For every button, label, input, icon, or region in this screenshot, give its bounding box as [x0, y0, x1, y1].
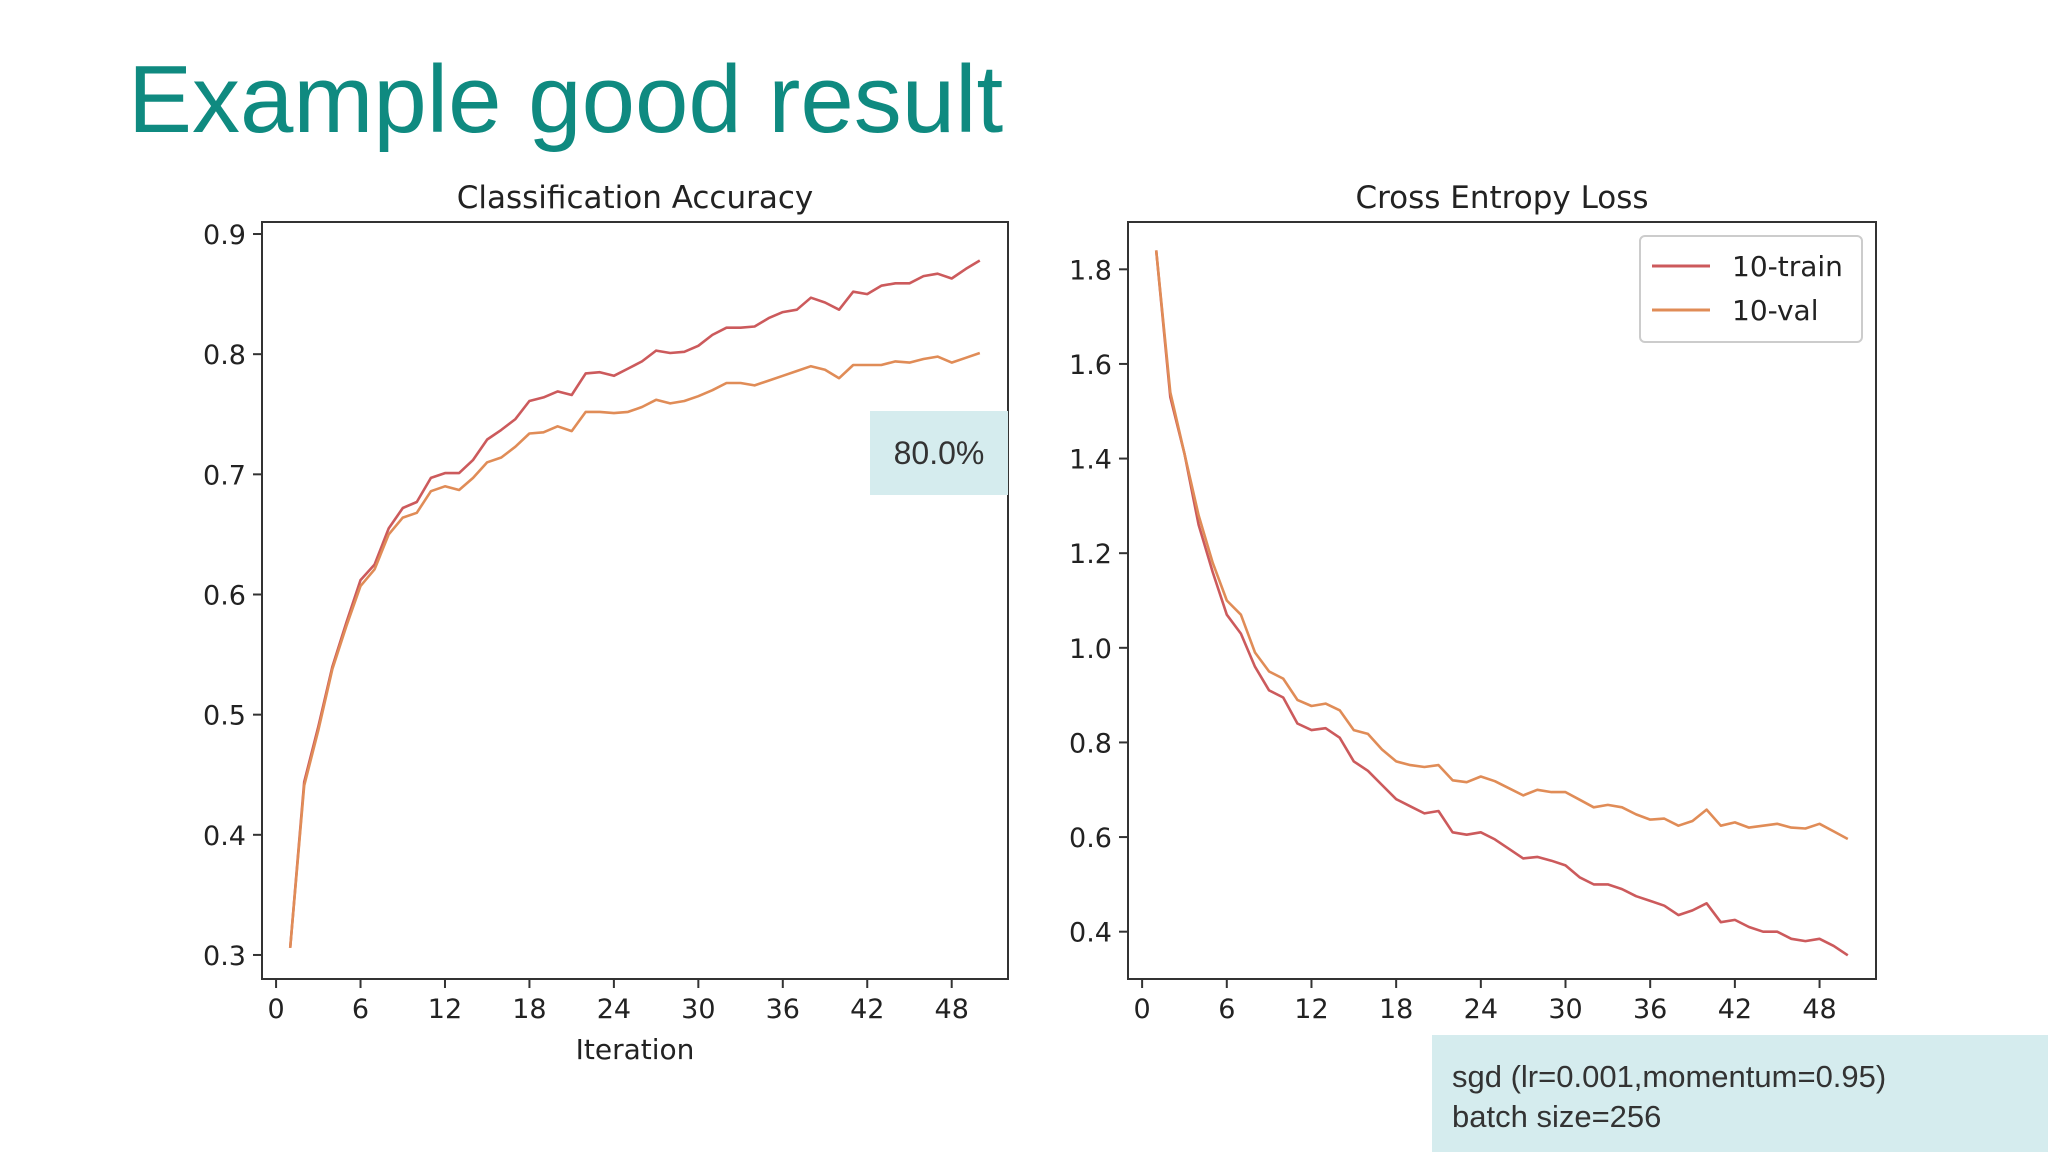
loss-y-tick-label: 0.8: [1069, 728, 1112, 759]
note-line-optimizer: sgd (lr=0.001,momentum=0.95): [1452, 1059, 1887, 1094]
loss-y-tick-label: 1.8: [1069, 255, 1112, 286]
hyperparams-note: sgd (lr=0.001,momentum=0.95) batch size=…: [1432, 1035, 2048, 1152]
accuracy-y-tick-label: 0.4: [203, 821, 246, 852]
accuracy-series-10-train: [288, 259, 981, 948]
accuracy-chart-title: Classification Accuracy: [457, 180, 814, 216]
loss-y-tick-label: 0.4: [1069, 918, 1112, 949]
loss-y-tick-label: 1.6: [1069, 350, 1112, 381]
legend-label-10-val: 10-val: [1732, 294, 1819, 327]
accuracy-x-tick-label: 12: [428, 994, 462, 1025]
loss-x-tick-label: 12: [1294, 994, 1328, 1025]
accuracy-x-axis-label: Iteration: [576, 1033, 695, 1066]
loss-x-tick-label: 24: [1464, 994, 1498, 1025]
accuracy-x-tick-label: 42: [850, 994, 884, 1025]
loss-y-tick-label: 1.0: [1069, 634, 1112, 665]
accuracy-y-tick-label: 0.6: [203, 580, 246, 611]
accuracy-x-tick-label: 48: [935, 994, 969, 1025]
loss-legend-box: [1639, 235, 1863, 343]
accuracy-callout: 80.0%: [870, 411, 1008, 495]
loss-plot-frame: [1127, 221, 1877, 980]
note-line-batch: batch size=256: [1452, 1099, 1662, 1134]
accuracy-plot-frame: [261, 221, 1009, 980]
accuracy-x-tick-label: 6: [352, 994, 369, 1025]
loss-x-tick-label: 36: [1633, 994, 1667, 1025]
accuracy-x-tick-label: 18: [512, 994, 546, 1025]
loss-y-tick-label: 1.4: [1069, 445, 1112, 476]
loss-x-tick-label: 0: [1134, 994, 1151, 1025]
loss-x-tick-label: 30: [1548, 994, 1582, 1025]
slide-title: Example good result: [128, 46, 1004, 153]
accuracy-y-tick-label: 0.7: [203, 460, 246, 491]
loss-x-tick-label: 6: [1218, 994, 1235, 1025]
accuracy-y-tick-label: 0.8: [203, 340, 246, 371]
loss-x-tick-label: 42: [1718, 994, 1752, 1025]
accuracy-y-tick-label: 0.5: [203, 701, 246, 732]
loss-chart-title: Cross Entropy Loss: [1355, 180, 1648, 216]
accuracy-x-tick-label: 0: [267, 994, 284, 1025]
loss-x-tick-label: 48: [1802, 994, 1836, 1025]
loss-y-tick-label: 0.6: [1069, 823, 1112, 854]
loss-x-tick-label: 18: [1379, 994, 1413, 1025]
accuracy-x-tick-label: 24: [597, 994, 631, 1025]
accuracy-series-10-val: [288, 351, 981, 948]
loss-series-10-train: [1154, 250, 1849, 957]
legend-label-10-train: 10-train: [1732, 250, 1843, 283]
accuracy-x-tick-label: 30: [681, 994, 715, 1025]
accuracy-x-tick-label: 36: [766, 994, 800, 1025]
accuracy-y-tick-label: 0.3: [203, 941, 246, 972]
accuracy-y-tick-label: 0.9: [203, 220, 246, 251]
loss-y-tick-label: 1.2: [1069, 539, 1112, 570]
loss-series-10-val: [1154, 250, 1849, 841]
